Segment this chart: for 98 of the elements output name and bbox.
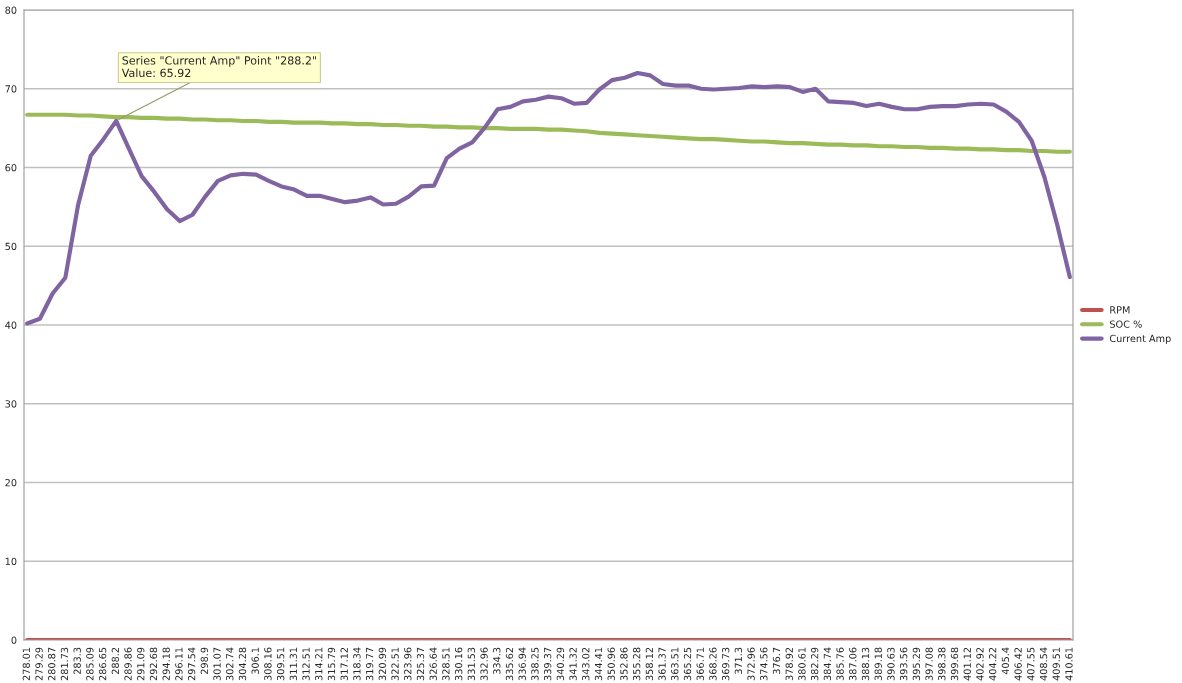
- x-tick-label: 380.61: [798, 647, 806, 681]
- x-tick-label: 326.64: [429, 647, 437, 681]
- x-tick-label: 384.74: [823, 647, 832, 681]
- y-tick-label: 20: [5, 478, 17, 487]
- x-tick-label: 278.01: [22, 647, 30, 681]
- x-tick-label: 323.96: [404, 647, 412, 681]
- x-tick-label: 410.61: [1065, 647, 1073, 681]
- x-tick-label: 340.29: [556, 647, 565, 681]
- x-tick-label: 395.29: [912, 647, 921, 681]
- x-tick-label: 334.3: [493, 647, 501, 675]
- y-tick-label: 50: [5, 242, 17, 251]
- x-tick-label: 317.12: [340, 647, 348, 681]
- x-tick-label: 378.92: [785, 647, 793, 681]
- x-tick-label: 306.1: [251, 647, 259, 675]
- x-tick-label: 322.51: [391, 647, 399, 681]
- x-tick-label: 330.16: [454, 647, 463, 681]
- x-tick-label: 402.92: [976, 647, 984, 681]
- x-tick-label: 304.28: [238, 647, 247, 681]
- x-tick-label: 404.22: [989, 647, 997, 681]
- x-tick-label: 399.68: [950, 647, 959, 681]
- x-tick-label: 409.51: [1052, 647, 1060, 681]
- y-tick-label: 0: [11, 636, 17, 644]
- x-tick-label: 405.4: [1001, 647, 1010, 675]
- x-tick-label: 288.2: [111, 647, 120, 675]
- x-tick-label: 331.53: [467, 647, 476, 681]
- x-tick-label: 406.42: [1014, 647, 1022, 681]
- x-tick-label: 397.08: [925, 647, 933, 681]
- x-tick-label: 372.96: [747, 647, 755, 681]
- x-tick-label: 301.07: [213, 647, 221, 681]
- x-tick-label: 325.37: [416, 647, 425, 681]
- y-tick-label: 30: [5, 400, 17, 408]
- y-tick-label: 80: [5, 6, 17, 14]
- x-tick-label: 382.29: [810, 647, 819, 681]
- x-tick-label: 296.11: [175, 647, 183, 681]
- x-tick-label: 332.96: [480, 647, 488, 681]
- x-tick-label: 309.51: [276, 647, 285, 681]
- x-tick-label: 298.9: [200, 647, 209, 675]
- x-tick-label: 363.51: [671, 647, 679, 681]
- x-tick-label: 401.12: [963, 647, 971, 681]
- x-tick-label: 341.32: [569, 647, 577, 681]
- x-tick-label: 385.76: [836, 647, 844, 681]
- x-tick-label: 279.29: [35, 647, 43, 681]
- y-tick-label: 10: [5, 557, 17, 566]
- x-tick-label: 350.96: [607, 647, 615, 681]
- y-tick-label: 60: [5, 163, 17, 172]
- annotation: Series "Current Amp" Point "288.2" Value: 65.92: [121, 56, 316, 78]
- x-tick-label: 369.73: [721, 647, 730, 681]
- x-tick-label: 343.02: [582, 647, 590, 681]
- x-tick-label: 280.87: [48, 647, 56, 681]
- x-tick-label: 387.06: [849, 647, 857, 681]
- legend-label: RPM: [1110, 306, 1130, 314]
- x-tick-label: 361.37: [658, 647, 666, 681]
- x-tick-label: 335.62: [505, 647, 514, 681]
- x-tick-label: 344.41: [594, 647, 603, 681]
- x-tick-label: 283.3: [73, 647, 81, 675]
- x-tick-label: 389.18: [874, 647, 882, 681]
- x-tick-label: 365.25: [683, 647, 692, 681]
- x-tick-label: 292.68: [149, 647, 158, 681]
- x-tick-label: 398.38: [938, 647, 946, 681]
- x-tick-label: 285.09: [86, 647, 94, 681]
- x-tick-label: 308.16: [264, 647, 272, 681]
- x-tick-label: 368.26: [709, 647, 717, 681]
- x-tick-label: 376.7: [772, 647, 781, 675]
- x-tick-label: 314.21: [315, 647, 323, 681]
- x-tick-label: 281.73: [60, 647, 69, 681]
- x-tick-label: 388.13: [861, 647, 870, 681]
- x-tick-label: 358.12: [645, 647, 654, 681]
- x-tick-label: 390.63: [887, 647, 895, 681]
- x-tick-label: 297.54: [187, 647, 196, 681]
- legend-label: Current Amp: [1109, 334, 1171, 344]
- x-tick-label: 318.34: [353, 647, 361, 681]
- x-tick-label: 294.18: [162, 647, 170, 681]
- x-tick-label: 315.79: [327, 647, 336, 681]
- x-tick-label: 393.56: [899, 647, 908, 681]
- y-tick-label: 70: [5, 85, 17, 93]
- x-tick-label: 311.31: [289, 647, 298, 681]
- x-tick-label: 319.77: [365, 647, 374, 681]
- x-tick-label: 366.71: [696, 647, 704, 681]
- line-series: [25, 70, 1072, 326]
- line-series: [25, 112, 1072, 154]
- x-tick-label: 371.3: [734, 647, 743, 675]
- x-tick-label: 302.74: [226, 647, 234, 681]
- x-tick-label: 312.51: [302, 647, 310, 681]
- x-tick-label: 338.25: [531, 647, 539, 681]
- x-tick-label: 289.86: [124, 647, 132, 681]
- legend-label: SOC %: [1110, 320, 1142, 328]
- x-tick-label: 352.86: [620, 647, 628, 681]
- x-tick-label: 286.65: [98, 647, 107, 681]
- x-tick-label: 328.51: [442, 647, 450, 681]
- x-tick-label: 407.55: [1027, 647, 1035, 681]
- y-tick-label: 40: [5, 321, 17, 329]
- x-tick-label: 320.99: [378, 647, 387, 681]
- x-tick-label: 355.28: [632, 647, 641, 681]
- x-tick-label: 374.56: [760, 647, 768, 681]
- x-tick-label: 291.09: [137, 647, 145, 681]
- x-tick-label: 336.94: [518, 647, 526, 681]
- x-tick-label: 408.54: [1039, 647, 1048, 681]
- x-tick-label: 339.37: [543, 647, 552, 681]
